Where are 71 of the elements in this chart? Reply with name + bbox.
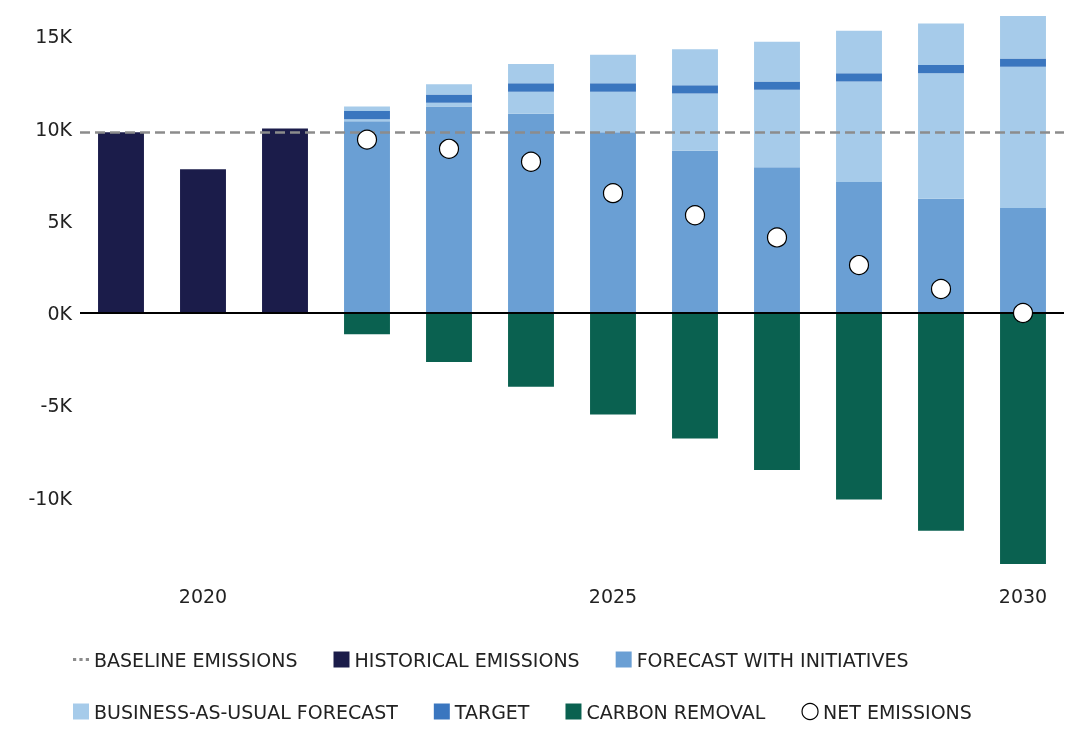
bar [98, 132, 144, 314]
bar [1000, 58, 1046, 67]
bar [590, 132, 636, 314]
bar [918, 198, 964, 314]
bar [508, 63, 554, 84]
bar [1000, 16, 1046, 59]
bar [672, 93, 718, 151]
bar [836, 73, 882, 82]
point [520, 151, 542, 172]
legend-label: BUSINESS-AS-USUAL FORECAST [94, 700, 399, 723]
y-tick-label: 5K [47, 209, 73, 232]
bar [672, 85, 718, 94]
bar [836, 182, 882, 314]
bar [426, 313, 472, 362]
bar [918, 23, 964, 65]
legend-label: CARBON REMOVAL [586, 700, 766, 723]
point [602, 183, 624, 204]
point [438, 138, 460, 159]
bar [754, 41, 800, 82]
y-tick-label: 0K [47, 302, 73, 325]
bar [344, 106, 390, 112]
point [684, 205, 706, 226]
legend-label: HISTORICAL EMISSIONS [354, 648, 580, 671]
bar [836, 81, 882, 183]
x-tick-label: 2025 [588, 584, 638, 607]
bar [590, 83, 636, 92]
bar [508, 91, 554, 114]
y-tick-label: 15K [35, 25, 73, 48]
legend-label: BASELINE EMISSIONS [94, 648, 298, 671]
bar [1000, 66, 1046, 208]
bar [836, 313, 882, 500]
bar [344, 111, 390, 120]
bar [508, 313, 554, 387]
point [930, 278, 952, 300]
bar [918, 73, 964, 199]
bar [508, 113, 554, 314]
bar [1000, 207, 1046, 314]
bar [344, 121, 390, 314]
bar [918, 64, 964, 74]
bar [508, 83, 554, 92]
bar [426, 106, 472, 314]
bar [836, 30, 882, 74]
bar [590, 54, 636, 84]
point [766, 227, 788, 248]
legend-label: TARGET [453, 700, 530, 723]
legend-label: NET EMISSIONS [823, 700, 972, 723]
y-tick-label: -10K [28, 486, 73, 509]
x-tick-label: 2020 [178, 584, 228, 607]
bar [426, 94, 472, 103]
bar [672, 150, 718, 314]
bar [754, 89, 800, 168]
x-tick-label: 2030 [998, 584, 1048, 607]
bar [1000, 313, 1046, 564]
bar [590, 91, 636, 133]
bar [672, 313, 718, 439]
bar [344, 313, 390, 335]
point [1012, 302, 1034, 324]
point [356, 129, 378, 150]
legend-label: FORECAST WITH INITIATIVES [636, 648, 909, 671]
bar [754, 167, 800, 314]
bar [918, 313, 964, 531]
bar [180, 169, 226, 314]
y-tick-label: -5K [40, 394, 73, 417]
bar [590, 313, 636, 415]
bar [754, 313, 800, 470]
bar [262, 128, 308, 314]
bar [672, 49, 718, 86]
point [848, 255, 870, 276]
bar [754, 81, 800, 90]
y-tick-label: 10K [35, 117, 73, 140]
bar [426, 84, 472, 95]
